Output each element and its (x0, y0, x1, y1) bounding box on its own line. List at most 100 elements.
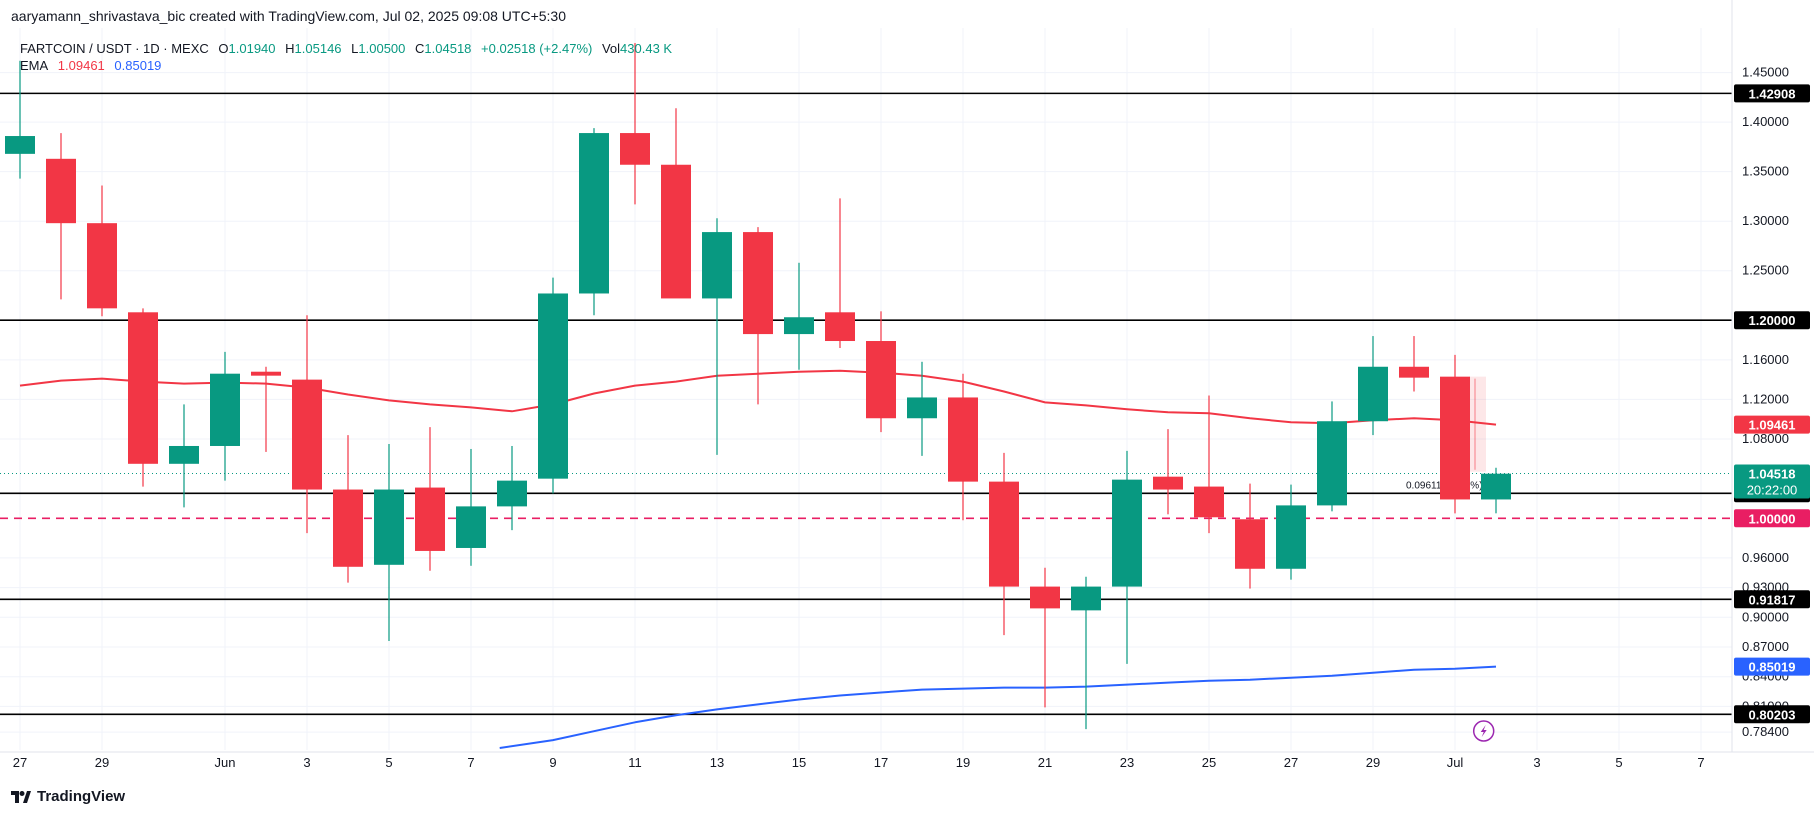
candle-body (784, 317, 814, 335)
current-price-bg (1734, 464, 1810, 499)
candle-down[interactable] (825, 198, 855, 348)
level-price-label-bg (1734, 84, 1810, 103)
date-tick-label: 27 (13, 755, 27, 770)
candle-body (907, 397, 937, 419)
level-price-label-bg (1734, 311, 1810, 330)
candle-up[interactable] (907, 361, 937, 456)
candle-down[interactable] (1194, 395, 1224, 534)
candle-down[interactable] (415, 427, 445, 571)
candle-up[interactable] (702, 218, 732, 455)
price-tick-label: 1.12000 (1742, 391, 1789, 406)
candle-up[interactable] (497, 445, 527, 531)
ema-label[interactable]: EMA (20, 58, 49, 73)
candle-down[interactable] (292, 315, 322, 534)
open-value: 1.01940 (228, 41, 276, 56)
candle-body (333, 489, 363, 567)
candle-body (415, 487, 445, 551)
candle-down[interactable] (866, 311, 896, 433)
candle-up[interactable] (1317, 401, 1347, 512)
ema-slow-line[interactable] (499, 665, 1497, 749)
legend: FARTCOIN / USDT · 1D · MEXC O1.01940 H1.… (20, 40, 672, 74)
candle-up[interactable] (784, 262, 814, 370)
candle-down[interactable] (989, 452, 1019, 636)
candle-down[interactable] (46, 133, 76, 300)
price-tick-label: 0.78400 (1742, 724, 1789, 739)
candle-down[interactable] (948, 373, 978, 521)
candle-body (1112, 479, 1142, 587)
candle-down[interactable] (1235, 483, 1265, 589)
dashed-price-label-bg (1734, 509, 1810, 528)
date-tick-label: 21 (1038, 755, 1052, 770)
date-tick-label: 25 (1202, 755, 1216, 770)
level-price-label-bg (1734, 590, 1810, 609)
candle-down[interactable] (661, 108, 691, 299)
dashed-price-label: 1.00000 (1749, 511, 1796, 526)
high-value: 1.05146 (294, 41, 342, 56)
date-tick-label: 9 (549, 755, 556, 770)
candle-down[interactable] (620, 42, 650, 205)
date-tick-label: 17 (874, 755, 888, 770)
candle-up[interactable] (1358, 336, 1388, 436)
tradingview-brand[interactable]: TradingView (11, 788, 125, 805)
candle-up[interactable] (456, 448, 486, 566)
candle-body (497, 480, 527, 507)
candle-up[interactable] (1481, 467, 1511, 514)
ema-slow-price-label: 0.85019 (1749, 660, 1796, 675)
candle-body (620, 133, 650, 165)
candle-up[interactable] (1276, 484, 1306, 580)
candle-up[interactable] (1071, 576, 1101, 730)
measure-box[interactable] (1469, 376, 1486, 472)
candle-down[interactable] (333, 435, 363, 583)
candle-up[interactable] (579, 128, 609, 316)
candle-body (1481, 473, 1511, 500)
candle-up[interactable] (374, 443, 404, 642)
low-label: L (351, 41, 359, 56)
candle-down[interactable] (1030, 567, 1060, 708)
date-tick-label: 29 (95, 755, 109, 770)
ema-lines (19, 369, 1497, 749)
ema-fast-value: 1.09461 (57, 58, 105, 73)
countdown-label: 20:22:00 (1747, 483, 1798, 498)
date-tick-label: 27 (1284, 755, 1298, 770)
date-tick-label: 7 (1697, 755, 1704, 770)
candle-down[interactable] (128, 308, 158, 487)
candle-down[interactable] (743, 227, 773, 405)
markers (1472, 720, 1495, 742)
candle-up[interactable] (1112, 450, 1142, 664)
candle-body (538, 293, 568, 479)
date-tick-label: 19 (956, 755, 970, 770)
candle-body (46, 158, 76, 224)
date-tick-label: Jun (215, 755, 236, 770)
candle-body (210, 373, 240, 446)
candle-down[interactable] (1153, 429, 1183, 515)
price-tick-label: 1.35000 (1742, 164, 1789, 179)
date-tick-label: 3 (1533, 755, 1540, 770)
candle-up[interactable] (210, 351, 240, 481)
level-price-label: 1.20000 (1749, 313, 1796, 328)
candle-body (1194, 486, 1224, 518)
candle-down[interactable] (1399, 336, 1429, 392)
candle-down[interactable] (1440, 354, 1470, 514)
candle-up[interactable] (538, 277, 568, 494)
candle-body (661, 164, 691, 299)
current-price-label: 1.04518 (1749, 467, 1796, 482)
ema-slow-price-label-bg (1734, 657, 1810, 676)
candle-body (579, 133, 609, 294)
level-price-label-bg (1734, 705, 1810, 724)
price-tick-label: 1.16000 (1742, 352, 1789, 367)
candle-body (866, 341, 896, 419)
level-price-label: 0.80203 (1749, 707, 1796, 722)
close-value: 1.04518 (424, 41, 472, 56)
volume-label: Vol (601, 41, 621, 56)
candle-up[interactable] (5, 60, 35, 179)
candle-body (1317, 421, 1347, 506)
candle-body (1071, 586, 1101, 611)
candle-down[interactable] (87, 185, 117, 317)
candle-body (456, 506, 486, 548)
date-tick-label: 3 (303, 755, 310, 770)
candle-up[interactable] (169, 404, 199, 508)
symbol-label[interactable]: FARTCOIN / USDT · 1D · MEXC (20, 41, 209, 56)
candle-down[interactable] (251, 366, 281, 452)
level-price-label: 1.42908 (1749, 86, 1796, 101)
